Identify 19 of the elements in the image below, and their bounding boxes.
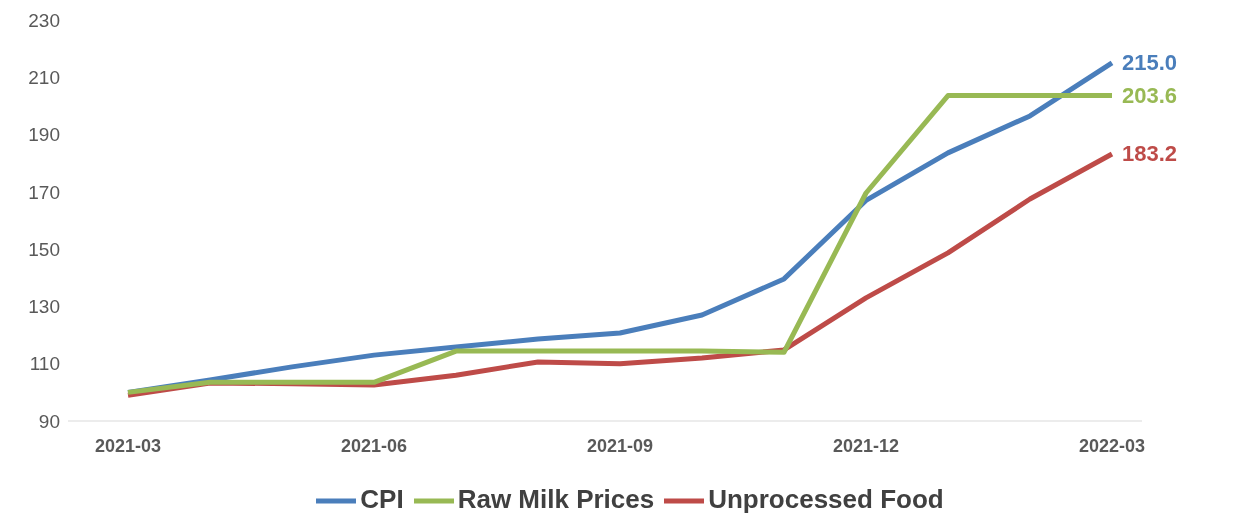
data-label: 215.0 (1122, 49, 1178, 75)
x-tick-label: 2022-03 (1078, 435, 1146, 456)
y-tick-label: 190 (28, 124, 60, 146)
y-tick-label: 130 (28, 296, 60, 318)
legend-label: Unprocessed Food (708, 483, 944, 514)
y-tick-label: 170 (28, 181, 60, 203)
x-tick-label: 2021-09 (586, 435, 654, 456)
x-tick-label: 2021-06 (340, 435, 408, 456)
x-tick-label: 2021-03 (94, 435, 162, 456)
y-tick-label: 230 (28, 9, 60, 31)
y-tick-label: 150 (28, 238, 60, 260)
y-tick-label: 110 (29, 353, 60, 375)
y-tick-label: 210 (28, 67, 60, 89)
legend-label: CPI (360, 483, 404, 514)
y-tick-label: 90 (38, 410, 60, 432)
legend-label: Raw Milk Prices (457, 483, 655, 514)
x-tick-label: 2021-12 (832, 435, 900, 456)
data-label: 203.6 (1122, 82, 1178, 108)
data-label: 183.2 (1122, 141, 1178, 167)
